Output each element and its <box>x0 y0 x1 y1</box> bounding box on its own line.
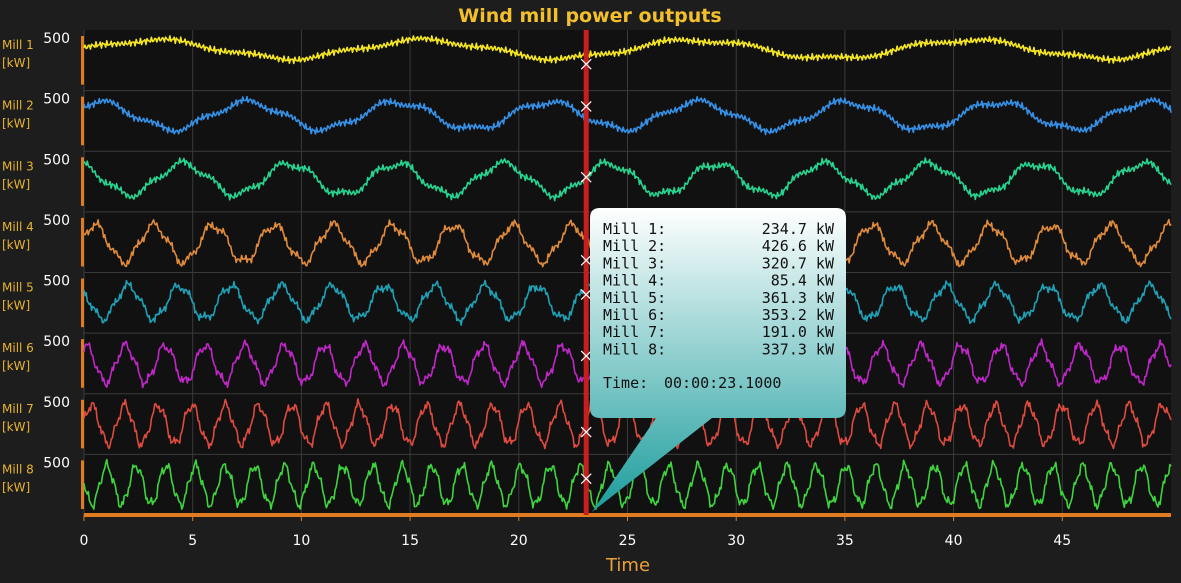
series-unit: [kW] <box>2 177 30 191</box>
series-line <box>83 157 1172 202</box>
cursor-tooltip: Mill 1: 234.7 kW Mill 2: 426.6 kW Mill 3: 320… <box>590 208 846 512</box>
tooltip-label: Mill 4: <box>603 272 666 290</box>
series-unit: [kW] <box>2 359 30 373</box>
y-tick-label: 500 <box>43 395 70 411</box>
series-name: Mill 7 <box>2 402 34 416</box>
series-name: Mill 6 <box>2 341 34 355</box>
y-axis-segment <box>81 217 84 267</box>
series-line <box>83 95 1172 136</box>
y-axis-segment <box>81 399 84 449</box>
x-tick-label: 45 <box>1053 533 1071 549</box>
tooltip-bubble <box>590 208 846 512</box>
cursor-marker <box>580 171 592 183</box>
y-tick-label: 500 <box>43 31 70 47</box>
data-cursor[interactable] <box>580 30 592 515</box>
y-tick-label: 500 <box>43 455 70 471</box>
series-name: Mill 5 <box>2 281 34 295</box>
series-name: Mill 3 <box>2 159 34 173</box>
tooltip-value: 361.3 kW <box>762 289 835 307</box>
x-tick-label: 5 <box>188 533 197 549</box>
series-name: Mill 1 <box>2 38 34 52</box>
tooltip-value: 85.4 kW <box>771 272 835 290</box>
series-name: Mill 8 <box>2 462 34 476</box>
series-unit: [kW] <box>2 56 30 70</box>
tooltip-label: Mill 7: <box>603 323 666 341</box>
x-tick-label: 10 <box>292 533 310 549</box>
x-tick-label: 35 <box>836 533 854 549</box>
tooltip-label: Mill 3: <box>603 254 666 272</box>
tooltip-label: Mill 6: <box>603 306 666 324</box>
y-axis-segment <box>81 96 84 146</box>
y-axis-segment <box>81 460 84 509</box>
cursor-marker <box>580 289 592 300</box>
series-name: Mill 2 <box>2 99 34 113</box>
series-lane: Mill 2 [kW] 500 <box>2 92 1172 152</box>
cursor-marker <box>580 101 592 112</box>
series-unit: [kW] <box>2 238 30 252</box>
x-axis-title: Time <box>605 555 650 576</box>
y-tick-label: 500 <box>43 274 70 290</box>
cursor-marker <box>580 254 592 266</box>
x-tick-label: 30 <box>727 533 745 549</box>
x-tick-label: 25 <box>619 533 637 549</box>
tooltip-value: 426.6 kW <box>762 237 835 255</box>
y-tick-label: 500 <box>43 152 70 168</box>
chart-title: Wind mill power outputs <box>458 5 721 27</box>
y-tick-label: 500 <box>43 213 70 229</box>
series-unit: [kW] <box>2 420 30 434</box>
cursor-marker <box>580 58 592 70</box>
y-axis-segment <box>81 339 84 388</box>
series-line <box>83 35 1172 65</box>
x-tick-label: 40 <box>945 533 963 549</box>
tooltip-label: Mill 2: <box>603 237 666 255</box>
series-unit: [kW] <box>2 117 30 131</box>
cursor-marker <box>580 350 592 362</box>
cursor-marker <box>580 473 592 485</box>
tooltip-label: Mill 8: <box>603 340 666 358</box>
x-axis: 0 5 10 15 20 25 30 35 40 45 <box>80 513 1171 549</box>
series-name: Mill 4 <box>2 220 34 234</box>
tooltip-label: Mill 5: <box>603 289 666 307</box>
series-line <box>83 458 1172 510</box>
y-axis-segment <box>81 157 84 206</box>
tooltip-value: 234.7 kW <box>762 220 835 238</box>
tooltip-time-label: Time: <box>603 374 648 392</box>
tooltip-value: 191.0 kW <box>762 323 835 341</box>
tooltip-time-value: 00:00:23.1000 <box>664 374 781 392</box>
series-unit: [kW] <box>2 299 30 313</box>
tooltip-value: 353.2 kW <box>762 306 835 324</box>
x-tick-label: 0 <box>80 533 89 549</box>
cursor-marker <box>580 426 592 438</box>
series-unit: [kW] <box>2 480 30 494</box>
y-tick-label: 500 <box>43 334 70 350</box>
tooltip-value: 337.3 kW <box>762 340 835 358</box>
series-lane: Mill 1 [kW] 500 <box>2 31 1172 92</box>
x-tick-label: 15 <box>401 533 419 549</box>
tooltip-value: 320.7 kW <box>762 254 835 272</box>
tooltip-label: Mill 1: <box>603 220 666 238</box>
x-tick-label: 20 <box>510 533 528 549</box>
y-axis-segment <box>81 278 84 328</box>
y-axis-segment <box>81 36 84 85</box>
y-tick-label: 500 <box>43 92 70 108</box>
